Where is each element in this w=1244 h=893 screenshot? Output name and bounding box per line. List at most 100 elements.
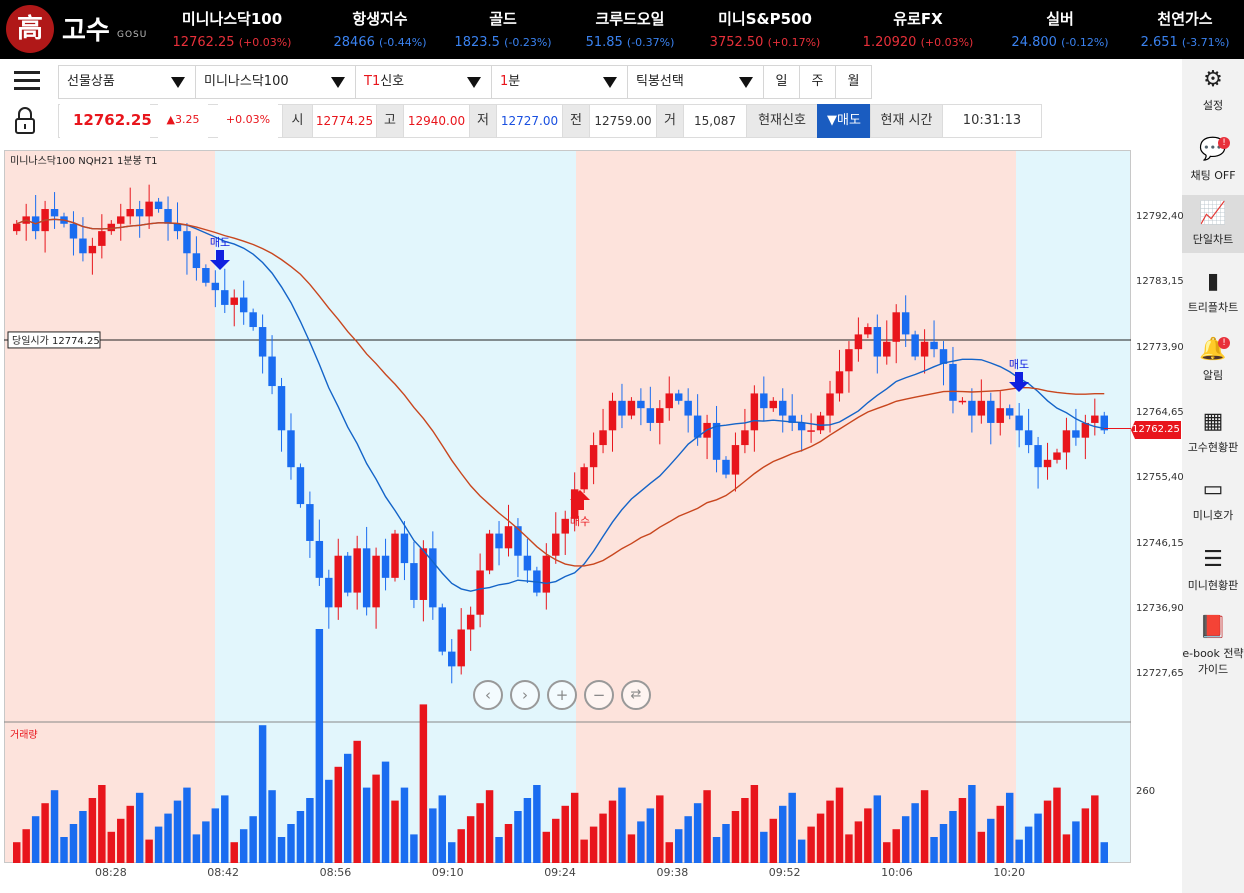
volume-bar (674, 829, 683, 863)
volume-bar (1005, 792, 1014, 863)
volume-bar (98, 785, 106, 863)
interval-select[interactable]: 1분 (491, 65, 628, 99)
volume-bar (892, 829, 900, 863)
ticker-item[interactable]: 미니나스닥100 12762.25 (+0.03%) (157, 8, 307, 50)
sidebar-item[interactable]: ▭ 미니호가 (1182, 477, 1244, 523)
bar-chart-icon: ▮ (1206, 269, 1220, 294)
product-select-label: 선물상품 (67, 74, 115, 89)
volume-bar (258, 725, 267, 863)
candle-select[interactable]: 틱봉선택 (627, 65, 764, 99)
candle (958, 400, 967, 403)
ticker-item[interactable]: 천연가스 2.651 (-3.71%) (1110, 8, 1244, 50)
scroll-left-button[interactable]: ‹ (473, 680, 503, 710)
sidebar-item-label: 채팅 OFF (1190, 169, 1236, 182)
volume-bar (627, 834, 636, 863)
candle (816, 415, 825, 431)
volume-bar (154, 826, 163, 863)
volume-bar (381, 761, 390, 863)
notification-badge: ! (1218, 137, 1230, 149)
x-tick-label: 09:10 (431, 866, 464, 879)
volume-bar (797, 839, 806, 863)
volume-bar (107, 831, 116, 863)
candle (580, 467, 588, 490)
volume-bar (211, 808, 220, 863)
volume-bar (296, 811, 305, 863)
zoom-out-button[interactable]: − (584, 680, 614, 710)
candle (495, 533, 503, 549)
candle (968, 400, 976, 416)
candle (892, 312, 900, 342)
candle (504, 526, 513, 549)
candle (268, 356, 276, 387)
volume-bar (13, 842, 21, 863)
buy-signal-arrow (570, 490, 590, 510)
candle (173, 223, 182, 232)
candle (239, 297, 248, 313)
ticker-name: 골드 (489, 10, 517, 28)
candle (79, 238, 87, 254)
current-price-tag: 12762.25 (1131, 421, 1181, 439)
candle (589, 445, 598, 468)
ticker-value: 1.20920 (+0.03%) (862, 35, 974, 50)
sidebar-item[interactable]: ☰ 미니현황판 (1182, 547, 1244, 593)
y-tick-label: 12764,65 (1136, 406, 1184, 418)
volume-bar (268, 790, 276, 863)
candle (542, 555, 551, 593)
candle (448, 651, 456, 667)
ticker-item[interactable]: 유로FX 1.20920 (+0.03%) (843, 8, 993, 50)
sidebar-item[interactable]: ⚙ 설정 (1182, 67, 1244, 113)
volume-bar (703, 790, 711, 863)
ticker-item[interactable]: 항생지수 28466 (-0.44%) (305, 8, 455, 50)
y-tick-label: 12746,15 (1136, 537, 1184, 549)
ticker-item[interactable]: 골드 1823.5 (-0.23%) (428, 8, 578, 50)
volume-bar (117, 818, 125, 863)
candle (930, 341, 938, 350)
sidebar-item[interactable]: ▮ 트리플차트 (1182, 269, 1244, 315)
signal-select-label: 신호 (380, 74, 405, 89)
signal-zone (1016, 150, 1131, 863)
ticker-item[interactable]: 크루드오일 51.85 (-0.37%) (555, 8, 705, 50)
ticker-item[interactable]: 미니S&P500 3752.50 (+0.17%) (690, 8, 840, 50)
candle (362, 548, 371, 608)
volume-bar (542, 831, 551, 863)
sidebar-item[interactable]: 📈 단일차트 (1182, 195, 1244, 253)
candle (977, 400, 986, 416)
product-select[interactable]: 선물상품 (58, 65, 196, 99)
volume-bar (1100, 842, 1108, 863)
ticker-item[interactable]: 실버 24.800 (-0.12%) (985, 8, 1135, 50)
reset-button[interactable]: ⇄ (621, 680, 651, 710)
zoom-in-button[interactable]: + (547, 680, 577, 710)
period-week-button[interactable]: 주 (799, 65, 836, 99)
sidebar-item-label: 고수현황판 (1187, 441, 1239, 454)
period-day-button[interactable]: 일 (763, 65, 800, 99)
ticker-value: 12762.25 (+0.03%) (172, 35, 292, 50)
candle (561, 518, 569, 534)
menu-icon[interactable] (14, 71, 40, 91)
signal-label: 현재신호 (746, 104, 818, 138)
volume-bar (731, 811, 740, 863)
candle (637, 400, 645, 409)
sidebar-item[interactable]: 💬 채팅 OFF! (1182, 137, 1244, 183)
sidebar-item[interactable]: ▦ 고수현황판 (1182, 409, 1244, 455)
volume-bar (561, 805, 569, 863)
ticker-name: 실버 (1046, 10, 1074, 28)
candle (334, 555, 342, 608)
candle (50, 209, 59, 217)
sidebar-item-label: 미니현황판 (1187, 579, 1239, 592)
sidebar-item[interactable]: 📕 e-book 전략가이드 (1182, 615, 1244, 677)
signal-select[interactable]: T1신호 (355, 65, 492, 99)
candle (135, 209, 144, 217)
scroll-right-button[interactable]: › (510, 680, 540, 710)
moving-average-line-2 (16, 218, 1105, 567)
chevron-down-icon (171, 77, 185, 88)
period-month-button[interactable]: 월 (835, 65, 872, 99)
volume-bar (684, 816, 692, 863)
sidebar-item[interactable]: 🔔 알림! (1182, 337, 1244, 383)
moving-average-line (16, 218, 1105, 592)
lock-icon[interactable] (0, 100, 52, 140)
open-price-box (7, 331, 101, 349)
volume-bar (419, 704, 428, 863)
symbol-select[interactable]: 미니나스닥100 (195, 65, 356, 99)
candle (372, 555, 380, 608)
